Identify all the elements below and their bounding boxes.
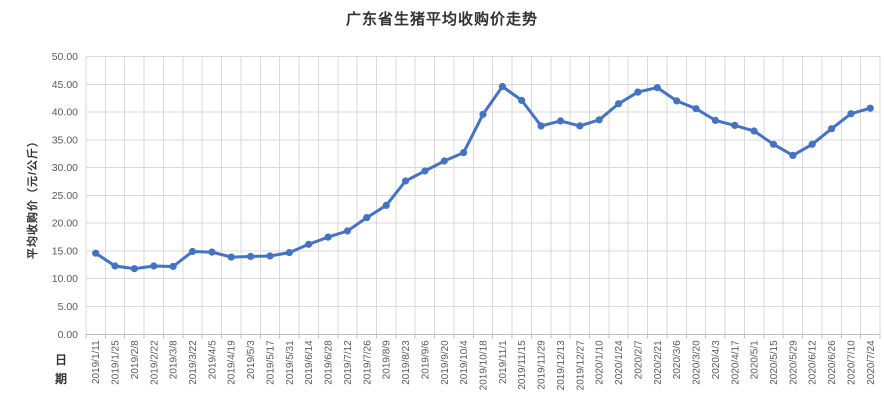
data-point-marker	[343, 227, 351, 235]
data-point-marker	[731, 121, 739, 129]
data-point-marker	[421, 167, 429, 175]
x-tick-label: 2019/7/26	[362, 340, 373, 385]
x-tick-label: 2020/7/24	[866, 340, 877, 385]
x-tick-label: 2020/6/12	[808, 340, 819, 385]
data-point-marker	[305, 240, 313, 248]
data-point-marker	[808, 140, 816, 148]
data-point-marker	[363, 214, 371, 222]
x-tick-label: 2019/11/1	[498, 340, 509, 384]
data-point-marker	[130, 265, 138, 273]
x-tick-label: 2019/5/31	[285, 340, 296, 385]
data-point-marker	[111, 262, 119, 270]
x-tick-label: 2020/4/17	[730, 340, 741, 385]
x-tick-label: 2020/4/3	[711, 340, 722, 379]
data-point-marker	[285, 249, 293, 257]
x-tick-label: 2019/3/22	[188, 340, 199, 385]
x-tick-label: 2019/9/20	[440, 340, 451, 385]
data-point-marker	[595, 116, 603, 124]
y-tick-label: 30.00	[52, 162, 78, 174]
x-tick-label: 2019/4/5	[207, 340, 218, 379]
data-point-marker	[208, 248, 216, 256]
x-tick-label: 2019/5/17	[265, 340, 276, 385]
chart-title: 广东省生猪平均收购价走势	[345, 11, 538, 28]
x-tick-label: 2019/4/19	[227, 340, 238, 385]
y-axis-title: 平均收购价（元/公斤）	[27, 134, 39, 260]
data-point-marker	[828, 125, 836, 133]
x-tick-label: 2019/10/4	[459, 340, 470, 385]
data-point-marker	[324, 233, 332, 241]
x-tick-label: 2019/9/6	[420, 340, 431, 379]
x-tick-label: 2019/12/27	[575, 340, 586, 390]
x-tick-label: 2020/3/6	[672, 340, 683, 379]
x-tick-label: 2020/5/15	[769, 340, 780, 385]
data-point-marker	[227, 253, 235, 261]
x-tick-label: 2019/11/15	[517, 340, 528, 390]
x-axis-title: 日期	[55, 353, 68, 386]
data-point-marker	[769, 140, 778, 148]
y-tick-label: 45.00	[52, 79, 78, 91]
y-tick-label: 10.00	[52, 273, 78, 285]
x-tick-label: 2020/5/29	[788, 340, 799, 385]
x-tick-label: 2019/5/3	[246, 340, 257, 379]
data-point-marker	[247, 252, 255, 261]
data-point-marker	[673, 97, 681, 105]
x-tick-label: 2019/7/12	[343, 340, 354, 385]
data-point-marker	[750, 127, 758, 135]
x-tick-label: 2019/8/9	[382, 340, 393, 379]
x-tick-label: 2020/7/10	[846, 340, 857, 385]
y-tick-label: 15.00	[52, 245, 78, 257]
x-tick-label: 2019/2/8	[130, 340, 141, 379]
y-tick-label: 20.00	[52, 218, 78, 230]
data-point-marker	[266, 252, 274, 260]
data-point-marker	[692, 105, 700, 113]
x-tick-label: 2019/6/28	[324, 340, 335, 385]
x-tick-label: 2019/3/8	[169, 340, 180, 379]
data-point-marker	[188, 247, 197, 256]
x-tick-label: 2020/1/10	[595, 340, 606, 385]
y-tick-label: 50.00	[52, 51, 78, 63]
data-point-marker	[440, 157, 448, 165]
data-point-marker	[479, 110, 487, 118]
data-point-marker	[576, 122, 584, 130]
y-tick-label: 40.00	[52, 107, 78, 119]
data-point-marker	[518, 96, 526, 104]
data-point-marker	[711, 116, 720, 124]
x-tick-label: 2020/6/26	[827, 340, 838, 385]
x-tick-label: 2020/1/24	[614, 340, 625, 385]
x-tick-label: 2020/2/21	[653, 340, 664, 385]
data-point-marker	[498, 82, 506, 91]
x-tick-label: 2019/6/14	[304, 340, 315, 385]
data-point-marker	[615, 100, 623, 108]
data-point-marker	[634, 88, 642, 96]
x-tick-label: 2019/1/11	[91, 340, 102, 384]
data-point-marker	[382, 201, 390, 209]
data-point-marker	[169, 262, 177, 271]
data-point-marker	[653, 84, 661, 92]
x-tick-label: 2019/2/22	[149, 340, 160, 385]
x-tick-label: 2020/5/1	[750, 340, 761, 379]
data-point-marker	[789, 151, 797, 159]
y-tick-label: 25.00	[52, 190, 78, 202]
x-tick-label: 2020/3/20	[692, 340, 703, 385]
data-point-marker	[847, 110, 855, 118]
data-point-marker	[866, 104, 874, 112]
data-point-marker	[537, 122, 545, 130]
x-tick-label: 2019/11/29	[537, 340, 548, 390]
x-tick-label: 2019/10/18	[479, 340, 490, 390]
data-point-marker	[92, 249, 100, 257]
y-tick-label: 5.00	[58, 301, 79, 313]
x-tick-label: 2019/12/13	[556, 340, 567, 390]
data-point-marker	[150, 262, 158, 270]
y-tick-label: 35.00	[52, 134, 78, 146]
data-point-marker	[556, 117, 565, 125]
x-tick-label: 2019/8/23	[401, 340, 412, 385]
x-tick-label: 2019/1/25	[111, 340, 122, 385]
x-tick-label: 2020/2/7	[633, 340, 644, 379]
data-point-marker	[460, 149, 468, 157]
y-tick-label: 0.00	[58, 329, 79, 341]
data-point-marker	[401, 177, 410, 185]
